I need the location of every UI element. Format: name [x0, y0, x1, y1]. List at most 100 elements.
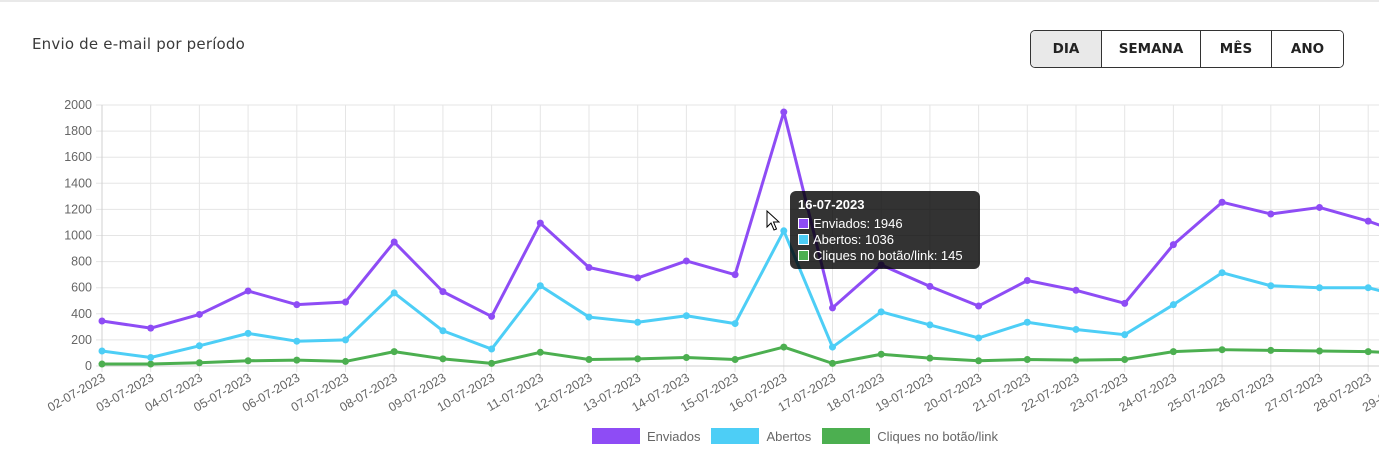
point-cliques: [682, 354, 690, 362]
point-abertos: [1169, 301, 1177, 309]
point-abertos: [780, 227, 788, 235]
point-cliques: [98, 360, 106, 368]
point-enviados: [342, 298, 349, 306]
point-cliques: [877, 350, 885, 358]
point-abertos: [585, 313, 593, 321]
point-enviados: [1316, 203, 1323, 211]
point-enviados: [1169, 241, 1177, 249]
point-enviados: [1023, 277, 1031, 285]
point-abertos: [98, 347, 106, 355]
period-button-semana[interactable]: SEMANA: [1102, 31, 1201, 67]
tooltip-row-enviados: Enviados: 1946: [798, 216, 972, 231]
series-line-abertos: [101, 229, 1379, 360]
point-abertos: [1072, 325, 1080, 333]
tooltip-label-abertos: Abertos: 1036: [813, 232, 894, 247]
point-cliques: [1316, 347, 1323, 355]
point-abertos: [975, 334, 983, 342]
point-cliques: [731, 355, 739, 363]
tooltip-row-abertos: Abertos: 1036: [798, 232, 972, 247]
chart-legend: Enviados Abertos Cliques no botão/link: [592, 428, 1009, 444]
point-cliques: [1364, 348, 1372, 356]
point-cliques: [829, 359, 836, 367]
point-abertos: [439, 327, 447, 335]
point-cliques: [488, 359, 496, 367]
top-border: [0, 0, 1379, 2]
y-tick-label: 600: [71, 281, 92, 295]
point-cliques: [147, 360, 155, 368]
period-selector: DIA SEMANA MÊS ANO: [1030, 30, 1344, 68]
point-abertos: [342, 336, 349, 344]
point-cliques: [390, 348, 398, 356]
point-cliques: [634, 355, 642, 363]
point-enviados: [1364, 217, 1372, 225]
point-cliques: [536, 348, 544, 356]
y-tick-label: 1000: [64, 229, 92, 243]
point-abertos: [731, 320, 739, 328]
point-abertos: [1023, 318, 1031, 326]
legend-swatch-abertos: [711, 428, 760, 444]
point-enviados: [244, 287, 252, 295]
point-abertos: [926, 321, 934, 329]
mouse-cursor-icon: [766, 210, 780, 231]
point-enviados: [634, 274, 642, 282]
point-enviados: [585, 263, 593, 271]
point-enviados: [488, 312, 496, 320]
point-abertos: [1316, 284, 1323, 292]
point-abertos: [195, 342, 203, 350]
point-cliques: [1023, 355, 1031, 363]
legend-swatch-enviados: [592, 428, 640, 444]
y-tick-label: 1800: [64, 124, 92, 138]
point-enviados: [1072, 286, 1080, 294]
point-abertos: [1218, 269, 1226, 277]
y-tick-label: 400: [71, 307, 92, 321]
legend-item-enviados[interactable]: Enviados: [592, 428, 700, 444]
point-cliques: [975, 357, 983, 365]
y-tick-label: 1200: [64, 202, 92, 216]
y-tick-label: 1400: [64, 176, 92, 190]
period-button-ano[interactable]: ANO: [1272, 31, 1343, 67]
y-tick-label: 2000: [64, 98, 92, 112]
point-abertos: [829, 343, 836, 351]
tooltip-swatch-enviados: [798, 218, 809, 229]
point-cliques: [1169, 348, 1177, 356]
legend-item-cliques[interactable]: Cliques no botão/link: [822, 428, 998, 444]
point-abertos: [488, 345, 496, 353]
period-button-mes[interactable]: MÊS: [1201, 31, 1272, 67]
point-abertos: [634, 318, 642, 326]
tooltip-swatch-abertos: [798, 234, 809, 245]
tooltip-label-cliques: Cliques no botão/link: 145: [813, 248, 963, 263]
point-abertos: [293, 337, 301, 345]
y-tick-label: 1600: [64, 150, 92, 164]
y-tick-label: 200: [71, 333, 92, 347]
chart-tooltip: 16-07-2023 Enviados: 1946 Abertos: 1036 …: [790, 191, 980, 269]
page-title: Envio de e-mail por período: [32, 35, 246, 53]
point-enviados: [926, 282, 934, 290]
tooltip-title: 16-07-2023: [798, 197, 865, 212]
point-abertos: [1267, 282, 1275, 290]
point-enviados: [1121, 299, 1129, 307]
tooltip-row-cliques: Cliques no botão/link: 145: [798, 248, 972, 263]
tooltip-swatch-cliques: [798, 250, 809, 261]
point-cliques: [1218, 346, 1226, 354]
tooltip-label-enviados: Enviados: 1946: [813, 216, 903, 231]
point-enviados: [195, 310, 203, 318]
point-enviados: [975, 302, 983, 310]
point-cliques: [926, 354, 934, 362]
point-enviados: [98, 317, 106, 325]
legend-item-abertos[interactable]: Abertos: [711, 428, 811, 444]
point-enviados: [439, 288, 447, 296]
point-enviados: [780, 108, 788, 116]
period-button-dia[interactable]: DIA: [1031, 31, 1102, 67]
y-tick-label: 800: [71, 255, 92, 269]
series-line-cliques: [102, 345, 1379, 366]
point-abertos: [1121, 331, 1129, 339]
legend-label-enviados: Enviados: [647, 428, 701, 444]
point-cliques: [585, 355, 593, 363]
point-cliques: [293, 356, 301, 364]
point-abertos: [390, 289, 398, 297]
point-enviados: [731, 271, 739, 279]
point-cliques: [439, 355, 447, 363]
point-cliques: [1072, 356, 1080, 364]
y-tick-label: 0: [85, 359, 92, 373]
